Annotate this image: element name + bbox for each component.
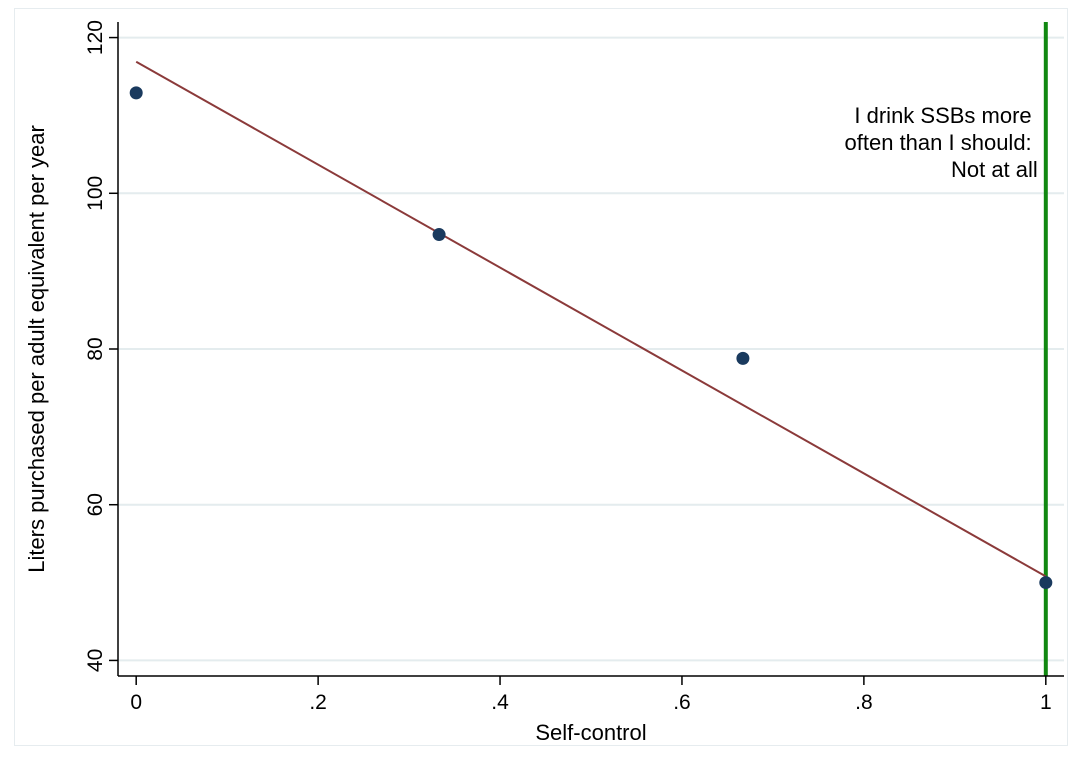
fit-line-group xyxy=(135,60,1047,578)
annotation-text: I drink SSBs more often than I should: N… xyxy=(845,103,1038,182)
y-tick-label: 60 xyxy=(84,493,107,516)
x-tick-label: 0 xyxy=(130,691,142,714)
annotation-line-2: often than I should: xyxy=(845,130,1032,155)
y-axis-title: Liters purchased per adult equivalent pe… xyxy=(24,125,49,573)
x-tick-label: .8 xyxy=(855,691,873,714)
x-axis-title: Self-control xyxy=(535,720,646,745)
y-tick-label: 40 xyxy=(84,649,107,672)
x-tick-label: .4 xyxy=(491,691,509,714)
fit-line xyxy=(135,60,1047,578)
grid-lines xyxy=(118,36,1064,662)
data-points xyxy=(129,86,1053,590)
data-point xyxy=(432,228,446,242)
x-tick-label: 1 xyxy=(1040,691,1052,714)
data-point xyxy=(129,86,143,100)
x-tick-label: .2 xyxy=(309,691,327,714)
annotation-line-3: Not at all xyxy=(951,157,1038,182)
annotation-line-1: I drink SSBs more xyxy=(854,103,1031,128)
data-point xyxy=(736,351,750,365)
data-point xyxy=(1039,576,1053,590)
y-tick-label: 120 xyxy=(84,20,107,55)
x-axis-ticks: 0 .2 .4 .6 .8 1 xyxy=(130,676,1052,714)
plot-frame xyxy=(14,8,1068,746)
y-tick-label: 80 xyxy=(84,337,107,360)
y-tick-label: 100 xyxy=(84,176,107,211)
y-axis-ticks: 40 60 80 100 120 xyxy=(84,20,118,672)
x-tick-label: .6 xyxy=(673,691,691,714)
